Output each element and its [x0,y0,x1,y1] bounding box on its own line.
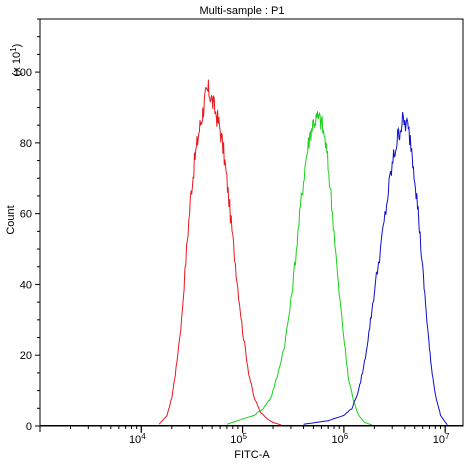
y-multiplier-label: (x 101) [9,44,23,77]
y-tick-label: 20 [20,350,32,362]
plot-area: 0 20 40 60 80 100 104 105 106 107 [14,18,464,446]
y-tick-label: 40 [20,279,32,291]
series-line-3 [303,112,448,426]
y-tick-label: 100 [14,67,32,79]
y-tick-label: 60 [20,209,32,221]
x-tick-label: 106 [332,432,349,446]
series-line-1 [158,79,282,426]
plot-frame [39,18,464,427]
y-axis-label: Count [5,205,17,234]
y-tick-label: 80 [20,138,32,150]
x-tick-label: 107 [433,432,450,446]
series-line-2 [226,111,373,426]
x-tick-label: 104 [129,432,146,446]
chart-title: Multi-sample : P1 [200,5,285,17]
x-axis-label: FITC-A [234,449,270,461]
x-tick-label: 105 [230,432,247,446]
y-tick-label: 0 [26,421,32,433]
